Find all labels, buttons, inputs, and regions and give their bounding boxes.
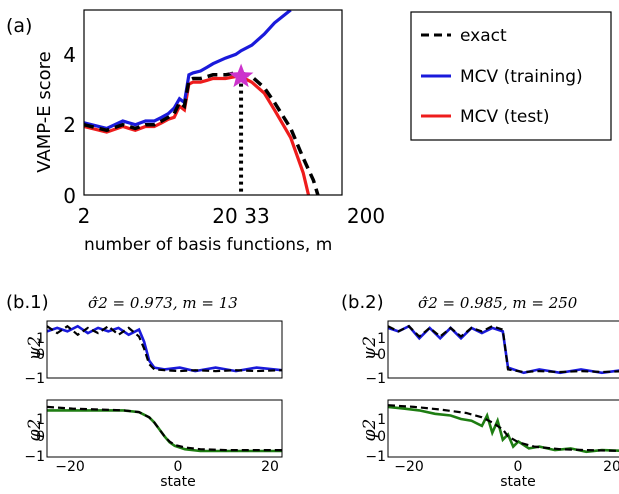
estimate-line: [388, 405, 619, 454]
panel-b1-psi-yticks: 1 0 −1: [24, 331, 45, 387]
x-tick-33: 33: [244, 204, 269, 228]
phi-tick-neg1: −1: [24, 449, 45, 465]
estimate-line: [47, 409, 282, 453]
series-line-exact: [84, 71, 320, 195]
x-tick-200: 200: [347, 204, 385, 228]
panel-a-label: (a): [6, 15, 32, 37]
legend-training-label: MCV (training): [460, 67, 583, 87]
estimate-line: [388, 324, 619, 375]
psi-tick-1: 1: [377, 331, 386, 347]
panel-b1-psi-frame: [46, 320, 283, 379]
optimum-star-marker: [228, 63, 254, 88]
phi-tick-neg1: −1: [365, 449, 386, 465]
x-tick-20: 20: [261, 459, 279, 475]
exact-line: [388, 324, 619, 374]
panel-a-frame: [83, 9, 343, 196]
exact-line: [47, 324, 282, 373]
panel-b2-phi-plot: [388, 404, 619, 454]
panel-a-legend: exact MCV (training) MCV (test): [410, 11, 612, 141]
panel-b1-xlabel: state: [160, 474, 195, 490]
panel-b2-phi-yticks: 1 0 −1: [365, 412, 386, 465]
panel-b2-psi-frame: [387, 320, 619, 379]
panel-b2-title: σ̂2 = 0.985, m = 250: [418, 294, 578, 312]
panel-b2-psi-label: ψ2: [360, 336, 380, 360]
phi-tick-0: 0: [36, 429, 45, 445]
panel-b2-label: (b.2): [341, 292, 384, 313]
psi-tick-neg1: −1: [365, 371, 386, 387]
x-tick-20: 20: [603, 459, 619, 475]
panel-b2-xlabel: state: [500, 474, 535, 490]
exact-line: [47, 405, 282, 452]
panel-b1-phi-frame: [46, 399, 283, 458]
panel-a-ylabel: VAMP-E score: [34, 51, 55, 172]
x-tick-0: 0: [514, 459, 523, 475]
x-tick-0: 0: [174, 459, 183, 475]
panel-a-xlabel: number of basis functions, m: [84, 235, 332, 255]
phi-tick-0: 0: [377, 429, 386, 445]
panel-b1-label: (b.1): [6, 292, 49, 313]
y-tick-4: 4: [63, 43, 76, 67]
panel-b2-phi-frame: [387, 399, 619, 458]
x-tick-2: 2: [78, 204, 91, 228]
panel-b1-xticks: −20 0 20: [55, 459, 279, 475]
psi-tick-0: 0: [377, 347, 386, 363]
psi-tick-1: 1: [36, 331, 45, 347]
panel-b1-psi-plot: [47, 324, 282, 373]
legend-exact-label: exact: [460, 26, 507, 46]
legend-test-label: MCV (test): [460, 107, 549, 127]
panel-b2-psi-plot: [388, 324, 619, 375]
panel-b1-psi-label: ψ2: [25, 336, 45, 360]
y-tick-2: 2: [63, 113, 76, 137]
y-tick-0: 0: [63, 184, 76, 208]
panel-b1-phi-yticks: 1 0 −1: [24, 412, 45, 465]
x-tick-20: 20: [212, 204, 237, 228]
phi-tick-1: 1: [377, 412, 386, 428]
phi-tick-1: 1: [36, 412, 45, 428]
x-tick-neg20: −20: [394, 459, 424, 475]
panel-b2-psi-yticks: 1 0 −1: [365, 331, 386, 387]
panel-b1-phi-plot: [47, 405, 282, 453]
panel-a-plot: [84, 10, 320, 195]
panel-a-x-ticks: 2 20 33 200: [78, 204, 385, 228]
panel-b2-phi-label: φ2: [360, 419, 380, 442]
series-line-mcv-training: [84, 10, 292, 131]
exact-line: [388, 404, 619, 452]
panel-b1-title: σ̂2 = 0.973, m = 13: [88, 294, 238, 312]
panel-a-y-ticks: 0 2 4: [63, 43, 76, 208]
psi-tick-0: 0: [36, 347, 45, 363]
estimate-line: [47, 324, 282, 373]
panel-b1-phi-label: φ2: [25, 419, 45, 442]
psi-tick-neg1: −1: [24, 371, 45, 387]
x-tick-neg20: −20: [55, 459, 85, 475]
panel-b2-xticks: −20 0 20: [394, 459, 619, 475]
series-line-mcv-test: [84, 75, 311, 195]
